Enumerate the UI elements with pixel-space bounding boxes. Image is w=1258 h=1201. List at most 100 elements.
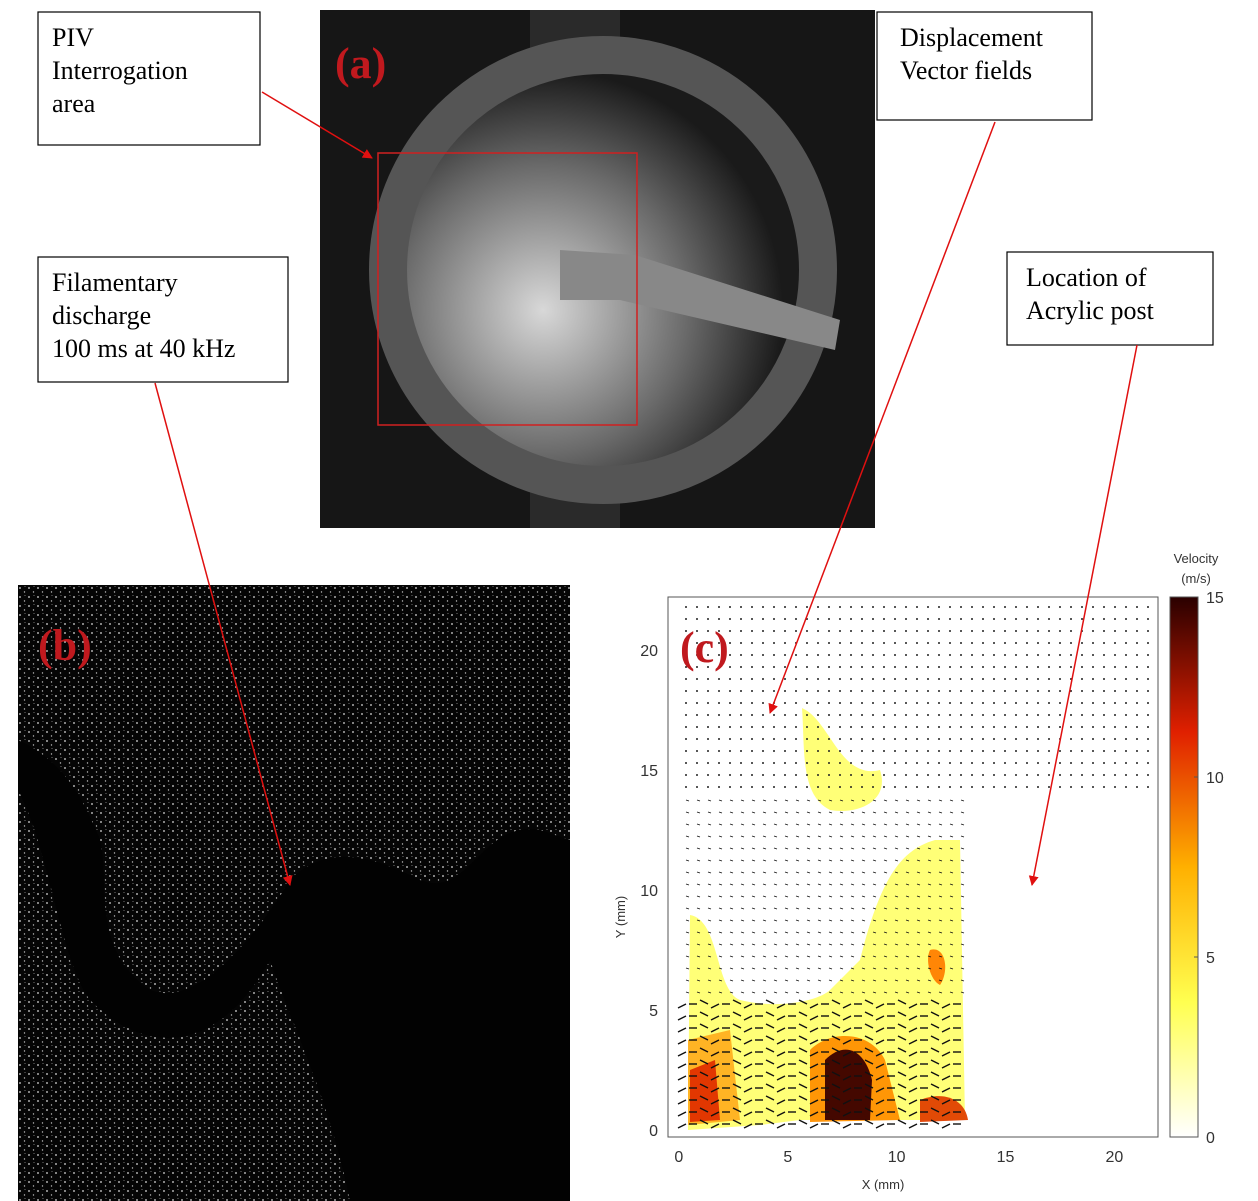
vector-arrow <box>817 811 822 814</box>
vector-dot <box>1081 786 1083 788</box>
vector-dot <box>894 750 896 752</box>
vector-dot <box>1015 678 1017 680</box>
vector-dot <box>751 702 753 704</box>
vector-dot <box>1092 606 1094 608</box>
vector-dot <box>883 618 885 620</box>
vector-dot <box>773 642 775 644</box>
vector-arrow <box>875 1099 885 1105</box>
vector-arrow <box>699 999 709 1005</box>
vector-dot <box>1103 618 1105 620</box>
vector-arrow <box>839 799 844 802</box>
vector-arrow <box>894 823 899 826</box>
vector-arrow <box>677 1039 687 1045</box>
vector-dot <box>729 630 731 632</box>
vector-arrow <box>930 1119 940 1125</box>
vector-dot <box>949 750 951 752</box>
vector-arrow <box>850 883 855 886</box>
vector-arrow <box>765 1011 775 1017</box>
vector-arrow <box>817 871 822 874</box>
vector-arrow <box>707 823 712 826</box>
vector-dot <box>729 618 731 620</box>
vector-dot <box>883 630 885 632</box>
vector-arrow <box>718 955 723 958</box>
vector-arrow <box>773 859 778 862</box>
vector-arrow <box>696 859 701 862</box>
vector-dot <box>828 690 830 692</box>
vector-dot <box>817 786 819 788</box>
vector-dot <box>817 642 819 644</box>
vector-arrow <box>894 943 899 946</box>
vector-arrow <box>927 991 932 994</box>
vector-arrow <box>850 943 855 946</box>
vector-arrow <box>699 1083 709 1089</box>
vector-dot <box>795 738 797 740</box>
vector-dot <box>762 786 764 788</box>
vector-arrow <box>949 979 954 982</box>
vector-arrow <box>710 1111 720 1117</box>
vector-arrow <box>762 835 767 838</box>
vector-arrow <box>795 907 800 910</box>
vector-arrow <box>828 991 833 994</box>
vector-dot <box>905 666 907 668</box>
vector-arrow <box>809 1123 819 1129</box>
vector-dot <box>1081 666 1083 668</box>
vector-arrow <box>798 1047 808 1053</box>
vector-dot <box>927 774 929 776</box>
vector-dot <box>1070 642 1072 644</box>
vector-dot <box>894 762 896 764</box>
vector-arrow <box>696 823 701 826</box>
vector-arrow <box>710 1003 720 1009</box>
vector-dot <box>839 750 841 752</box>
vector-arrow <box>927 907 932 910</box>
vector-arrow <box>861 931 866 934</box>
vector-dot <box>883 654 885 656</box>
vector-dot <box>751 786 753 788</box>
vector-dot <box>817 726 819 728</box>
vector-arrow <box>743 1075 753 1081</box>
vector-arrow <box>839 979 844 982</box>
vector-arrow <box>930 1071 940 1077</box>
vector-dot <box>795 714 797 716</box>
vector-dot <box>773 690 775 692</box>
vector-arrow <box>941 1003 951 1009</box>
vector-arrow <box>938 931 943 934</box>
vector-dot <box>806 750 808 752</box>
vector-arrow <box>776 1111 786 1117</box>
vector-arrow <box>707 835 712 838</box>
vector-dot <box>1059 762 1061 764</box>
vector-dot <box>938 714 940 716</box>
vector-dot <box>718 666 720 668</box>
vector-dot <box>982 630 984 632</box>
vector-arrow <box>872 967 877 970</box>
vector-dot <box>1103 762 1105 764</box>
vector-arrow <box>927 871 932 874</box>
vector-arrow <box>908 1027 918 1033</box>
vector-arrow <box>798 999 808 1005</box>
vector-dot <box>1136 750 1138 752</box>
vector-dot <box>1059 750 1061 752</box>
annotation-text: Filamentary <box>52 268 178 297</box>
vector-arrow <box>949 859 954 862</box>
vector-dot <box>740 750 742 752</box>
vector-arrow <box>696 799 701 802</box>
vector-dot <box>806 786 808 788</box>
vector-arrow <box>798 1083 808 1089</box>
vector-dot <box>1015 654 1017 656</box>
vector-dot <box>1048 714 1050 716</box>
vector-arrow <box>809 1015 819 1021</box>
vector-arrow <box>696 847 701 850</box>
vector-dot <box>1103 678 1105 680</box>
vector-arrow <box>795 955 800 958</box>
vector-dot <box>861 666 863 668</box>
vector-dot <box>751 774 753 776</box>
vector-dot <box>762 714 764 716</box>
vector-dot <box>784 702 786 704</box>
vector-dot <box>740 726 742 728</box>
vector-dot <box>795 606 797 608</box>
vector-dot <box>828 702 830 704</box>
vector-arrow <box>842 1003 852 1009</box>
vector-arrow <box>930 1083 940 1089</box>
vector-dot <box>839 618 841 620</box>
vector-arrow <box>740 823 745 826</box>
vector-arrow <box>839 895 844 898</box>
